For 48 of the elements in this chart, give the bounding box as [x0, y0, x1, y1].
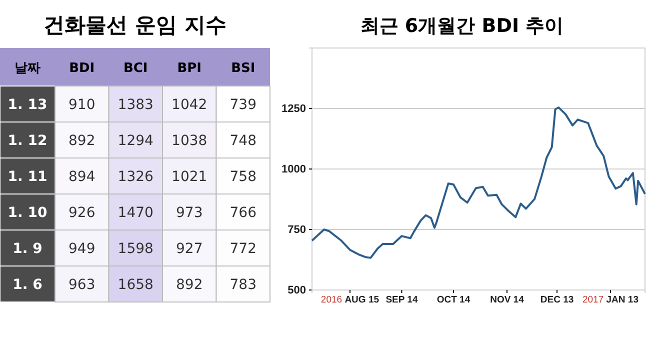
data-label: 910 [68, 97, 96, 113]
y-tick-label: 1. 9 [12, 241, 42, 257]
data-label: 739 [230, 97, 256, 113]
x-tick-label: BDI [69, 61, 95, 76]
data-label: 772 [230, 241, 256, 257]
data-label: 1042 [172, 97, 208, 113]
y-tick-label: 1. 13 [8, 97, 48, 113]
x-tick-label: 2017 JAN 13 [582, 294, 638, 306]
x-tick-label: 2016 AUG 15 [320, 294, 380, 306]
y-tick-label: 1000 [282, 164, 306, 176]
y-tick-label: 750 [288, 224, 306, 236]
data-label: 748 [230, 133, 256, 149]
data-label: 1021 [172, 169, 208, 185]
data-label: 949 [68, 241, 96, 257]
data-label: 892 [68, 133, 96, 149]
data-label: 758 [230, 169, 256, 185]
x-tick-label: DEC 13 [540, 294, 574, 306]
y-tick-label: 1. 6 [12, 277, 42, 293]
x-tick-label: BPI [177, 61, 202, 76]
y-tick-label: 500 [288, 284, 306, 297]
data-label: 927 [176, 241, 203, 257]
x-tick-label: OCT 14 [436, 294, 471, 306]
x-tick-label: BSI [231, 61, 256, 76]
line-series [311, 106, 646, 259]
data-label: 894 [68, 169, 96, 185]
data-label: 926 [68, 205, 96, 221]
data-label: 1383 [118, 97, 154, 113]
x-tick-label: NOV 14 [490, 294, 525, 306]
x-tick-label: SEP 14 [386, 294, 418, 306]
data-label: 963 [68, 277, 96, 293]
y-tick-label: 1. 12 [8, 133, 48, 149]
data-label: 1038 [172, 133, 208, 149]
y-tick-label: 1250 [282, 103, 306, 116]
data-label: 892 [176, 277, 203, 293]
chart-title: 건화물선 운임 지수 [44, 13, 226, 37]
data-label: 973 [176, 205, 203, 221]
data-label: 1658 [118, 277, 154, 293]
chart-title: 최근 6개월간 BDI 추이 [360, 15, 564, 37]
data-label: 1294 [118, 133, 154, 149]
data-label: 766 [230, 205, 257, 221]
y-axis-title: 날짜 [14, 61, 40, 76]
data-label: 1326 [118, 169, 154, 185]
data-label: 1470 [118, 205, 154, 221]
x-tick-label: BCI [123, 61, 148, 76]
y-tick-label: 1. 10 [8, 205, 48, 221]
y-tick-label: 1. 11 [8, 169, 48, 185]
data-label: 783 [230, 277, 256, 293]
data-label: 1598 [118, 241, 154, 257]
